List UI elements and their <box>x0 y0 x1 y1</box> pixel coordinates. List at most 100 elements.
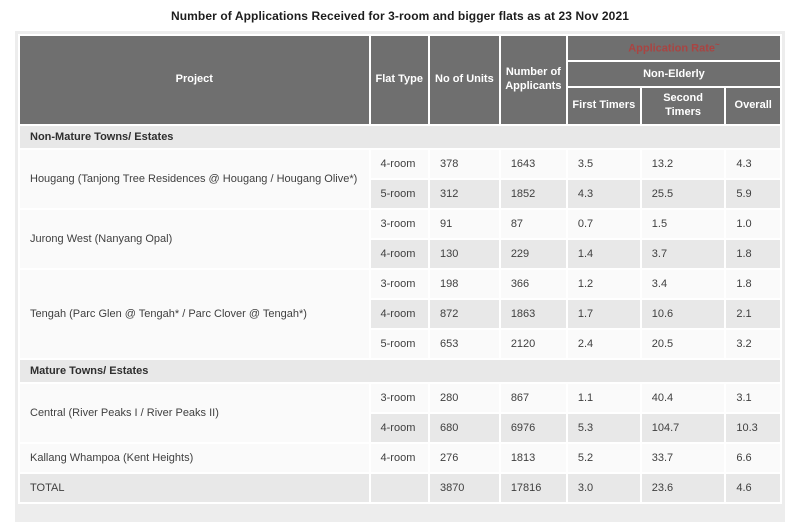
applicants-cell: 867 <box>498 381 568 414</box>
units-cell: 198 <box>427 267 501 300</box>
rate-overall-cell: 10.3 <box>724 411 782 444</box>
application-rate-label: Application Rate <box>628 42 715 55</box>
rate-second-cell: 1.5 <box>639 207 727 240</box>
table-row: Central (River Peaks I / River Peaks II)… <box>18 381 782 444</box>
rate-overall-cell: 1.8 <box>724 267 782 300</box>
page-title: Number of Applications Received for 3-ro… <box>170 9 630 23</box>
rate-first-cell: 5.3 <box>565 411 642 444</box>
rate-overall-cell: 4.3 <box>724 147 782 180</box>
project-cell: Jurong West (Nanyang Opal) <box>18 207 371 270</box>
table-row: Kallang Whampoa (Kent Heights) 4-room 27… <box>18 441 782 474</box>
table-row: 4-room 130 229 1.4 3.7 1.8 <box>19 237 782 270</box>
rate-second-cell: 23.6 <box>639 471 727 504</box>
units-cell: 276 <box>427 441 501 474</box>
table-row: 4-room 872 1863 1.7 10.6 2.1 <box>19 297 782 330</box>
table-row: Tengah (Parc Glen @ Tengah* / Parc Clove… <box>18 267 782 360</box>
rate-first-cell: 5.2 <box>565 441 642 474</box>
section-row: Non-Mature Towns/ Estates <box>18 123 782 150</box>
applicants-cell: 6976 <box>498 411 568 444</box>
table-row: 5-room 653 2120 2.4 20.5 3.2 <box>19 327 782 360</box>
rate-overall-cell: 1.8 <box>724 237 782 270</box>
project-cell: Hougang (Tanjong Tree Residences @ Houga… <box>18 147 371 210</box>
flat-type-cell: 5-room <box>368 327 430 360</box>
rate-overall-cell: 2.1 <box>724 297 782 330</box>
flat-type-cell: 3-room <box>368 381 430 414</box>
units-cell: 280 <box>427 381 501 414</box>
col-header-project: Project <box>18 34 371 126</box>
rate-second-cell: 104.7 <box>639 411 727 444</box>
flat-type-cell <box>368 471 430 504</box>
project-cell: Kallang Whampoa (Kent Heights) <box>18 441 371 474</box>
rate-first-cell: 3.0 <box>565 471 642 504</box>
rate-overall-cell: 5.9 <box>724 177 782 210</box>
units-cell: 378 <box>427 147 501 180</box>
applicants-cell: 366 <box>498 267 568 300</box>
flat-type-cell: 3-room <box>368 267 430 300</box>
units-cell: 91 <box>427 207 501 240</box>
rate-second-cell: 10.6 <box>639 297 727 330</box>
rate-first-cell: 1.4 <box>565 237 642 270</box>
applicants-cell: 1813 <box>498 441 568 474</box>
section-row: Mature Towns/ Estates <box>18 357 782 384</box>
rate-first-cell: 1.7 <box>565 297 642 330</box>
table-row: Jurong West (Nanyang Opal) 3-room 91 87 … <box>18 207 782 270</box>
rate-second-cell: 40.4 <box>639 381 727 414</box>
units-cell: 130 <box>427 237 501 270</box>
table-row: 4-room 680 6976 5.3 104.7 10.3 <box>19 411 782 444</box>
rate-first-cell: 1.2 <box>565 267 642 300</box>
applicants-cell: 1852 <box>498 177 568 210</box>
col-header-applicants: Number of Applicants <box>498 34 568 126</box>
rate-overall-cell: 4.6 <box>724 471 782 504</box>
col-header-application-rate: Application Rate~ <box>565 33 783 63</box>
rate-second-cell: 25.5 <box>639 177 727 210</box>
col-header-second-timers: Second Timers <box>639 86 727 126</box>
units-cell: 872 <box>427 297 501 330</box>
total-label-cell: TOTAL <box>18 471 371 504</box>
total-row: TOTAL 3870 17816 3.0 23.6 4.6 <box>18 471 782 504</box>
flat-type-cell: 4-room <box>368 411 430 444</box>
rate-second-cell: 3.4 <box>639 267 727 300</box>
flat-type-cell: 4-room <box>368 297 430 330</box>
col-header-overall: Overall <box>724 86 782 126</box>
table-row: 5-room 312 1852 4.3 25.5 5.9 <box>19 177 782 210</box>
section-label: Mature Towns/ Estates <box>18 357 782 384</box>
units-cell: 653 <box>427 327 501 360</box>
applications-table: Project Flat Type No of Units Number of … <box>18 33 783 504</box>
table-container: Project Flat Type No of Units Number of … <box>15 31 785 522</box>
rate-second-cell: 33.7 <box>639 441 727 474</box>
col-header-first-timers: First Timers <box>565 86 642 126</box>
flat-type-cell: 5-room <box>368 177 430 210</box>
project-cell: Central (River Peaks I / River Peaks II) <box>18 381 371 444</box>
table-row: Hougang (Tanjong Tree Residences @ Houga… <box>18 147 782 210</box>
project-cell: Tengah (Parc Glen @ Tengah* / Parc Clove… <box>18 267 371 360</box>
application-rate-footnote-mark: ~ <box>714 40 720 49</box>
col-header-non-elderly: Non-Elderly <box>565 60 783 89</box>
flat-type-cell: 4-room <box>368 147 430 180</box>
rate-first-cell: 4.3 <box>565 177 642 210</box>
applicants-cell: 229 <box>498 237 568 270</box>
applicants-cell: 1863 <box>498 297 568 330</box>
col-header-no-of-units: No of Units <box>427 34 501 126</box>
units-cell: 3870 <box>427 471 501 504</box>
rate-second-cell: 13.2 <box>639 147 727 180</box>
col-header-flat-type: Flat Type <box>368 34 430 126</box>
rate-overall-cell: 1.0 <box>724 207 782 240</box>
rate-overall-cell: 3.1 <box>724 381 782 414</box>
section-label: Non-Mature Towns/ Estates <box>18 123 782 150</box>
applicants-cell: 1643 <box>498 147 568 180</box>
rate-first-cell: 2.4 <box>565 327 642 360</box>
rate-overall-cell: 3.2 <box>724 327 782 360</box>
rate-second-cell: 3.7 <box>639 237 727 270</box>
flat-type-cell: 3-room <box>368 207 430 240</box>
rate-first-cell: 0.7 <box>565 207 642 240</box>
applicants-cell: 17816 <box>498 471 568 504</box>
applicants-cell: 2120 <box>498 327 568 360</box>
flat-type-cell: 4-room <box>368 237 430 270</box>
rate-second-cell: 20.5 <box>639 327 727 360</box>
rate-overall-cell: 6.6 <box>724 441 782 474</box>
flat-type-cell: 4-room <box>368 441 430 474</box>
rate-first-cell: 3.5 <box>565 147 642 180</box>
applicants-cell: 87 <box>498 207 568 240</box>
rate-first-cell: 1.1 <box>565 381 642 414</box>
units-cell: 680 <box>427 411 501 444</box>
